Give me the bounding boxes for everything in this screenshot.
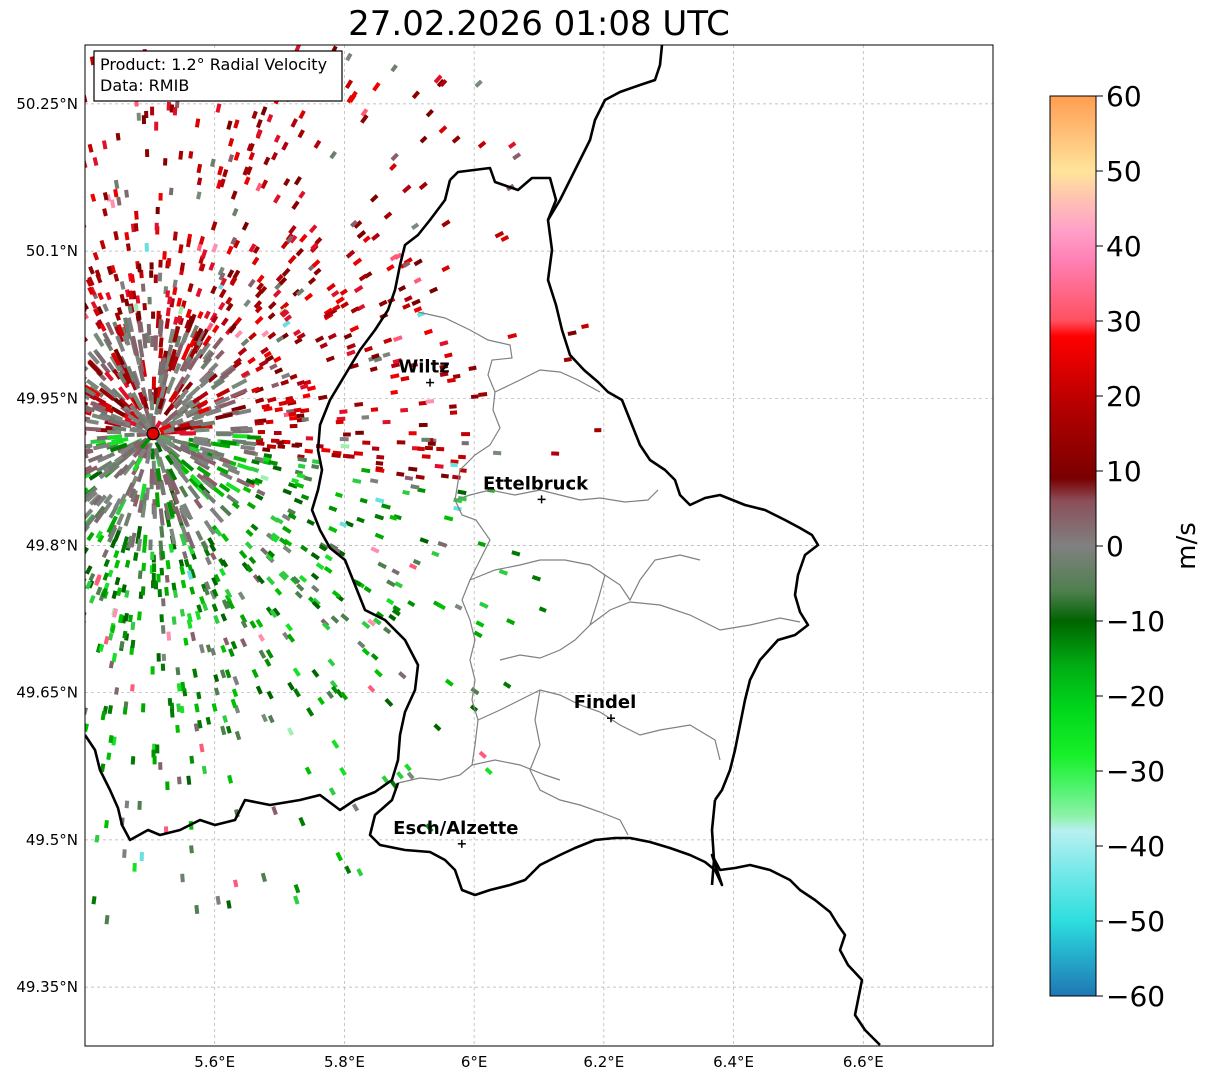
colorbar-tick-label: −10	[1106, 605, 1165, 638]
colorbar-tick-label: −30	[1106, 755, 1165, 788]
city-ettelbruck: Ettelbruck	[483, 473, 589, 504]
colorbar-tick-label: 0	[1106, 530, 1124, 563]
colorbar-tick-label: 40	[1106, 230, 1142, 263]
city-label: Findel	[574, 692, 637, 713]
graticule	[85, 45, 993, 1046]
country-border-north	[85, 179, 452, 842]
lat-tick-label: 49.5°N	[26, 831, 78, 849]
lon-tick-label: 5.6°E	[194, 1053, 235, 1071]
canton-border	[469, 554, 701, 602]
colorbar-tick-label: 20	[1106, 380, 1142, 413]
lat-tick-label: 49.35°N	[16, 978, 78, 996]
lat-tick-label: 50.1°N	[26, 242, 78, 260]
product-label: Product: 1.2° Radial Velocity	[100, 55, 327, 74]
colorbar-tick-label: −20	[1106, 680, 1165, 713]
canton-border	[454, 489, 659, 503]
colorbar-tick-label: −40	[1106, 830, 1165, 863]
city-markers: Wiltz Ettelbruck Findel Esch/Alzette	[393, 357, 636, 848]
map-title: 27.02.2026 01:08 UTC	[348, 4, 730, 44]
colorbar-tick-label: 50	[1106, 155, 1142, 188]
colorbar-tick-label: 10	[1106, 455, 1142, 488]
colorbar: 60 50 40 30 20 10 0 −10 −20 −30 −40 −50 −60 m/s	[1049, 80, 1202, 1013]
radar-site-dot	[146, 427, 160, 441]
lat-tick-label: 49.8°N	[26, 537, 78, 555]
colorbar-tick-label: −50	[1106, 905, 1165, 938]
lat-tick-label: 49.95°N	[16, 389, 78, 407]
lat-tick-label: 50.25°N	[16, 95, 78, 113]
lat-tick-label: 49.65°N	[16, 684, 78, 702]
colorbar-tick-label: −60	[1106, 980, 1165, 1013]
data-source-label: Data: RMIB	[100, 76, 189, 95]
city-esch-alzette: Esch/Alzette	[393, 818, 518, 848]
lon-tick-label: 6.6°E	[843, 1053, 884, 1071]
city-findel: Findel	[574, 692, 637, 723]
latitude-axis: 50.25°N 50.1°N 49.95°N 49.8°N 49.65°N 49.5°N 4…	[16, 95, 78, 996]
canton-border	[589, 601, 801, 631]
city-label: Ettelbruck	[483, 473, 589, 494]
canton-border	[477, 689, 721, 761]
country-border-france-luxembourg	[368, 782, 881, 1046]
city-label: Wiltz	[398, 357, 449, 378]
info-box: Product: 1.2° Radial Velocity Data: RMIB	[93, 50, 343, 102]
canton-borders	[397, 311, 513, 784]
lon-tick-label: 6°E	[461, 1053, 488, 1071]
lon-tick-label: 6.2°E	[583, 1053, 624, 1071]
canton-border	[471, 759, 561, 781]
longitude-axis: 5.6°E 5.8°E 6°E 6.2°E 6.4°E 6.6°E	[194, 1053, 883, 1071]
city-wiltz: Wiltz	[398, 357, 450, 387]
city-label: Esch/Alzette	[393, 818, 518, 839]
colorbar-tick-label: 60	[1106, 80, 1142, 113]
lon-tick-label: 6.4°E	[713, 1053, 754, 1071]
canton-border	[494, 369, 601, 393]
colorbar-unit-label: m/s	[1172, 522, 1202, 570]
velocity-echoes	[85, 45, 602, 925]
colorbar-bar	[1049, 95, 1097, 997]
canton-border	[529, 689, 629, 836]
colorbar-ticks: 60 50 40 30 20 10 0 −10 −20 −30 −40 −50 −60	[1096, 80, 1165, 1013]
canton-border	[499, 574, 606, 661]
country-border-germany-luxembourg-east	[710, 799, 717, 886]
lon-tick-label: 5.8°E	[324, 1053, 365, 1071]
colorbar-tick-label: 30	[1106, 305, 1142, 338]
map-frame	[84, 44, 994, 1047]
country-border-belgium-germany	[546, 45, 664, 221]
radar-site-marker	[146, 427, 160, 441]
